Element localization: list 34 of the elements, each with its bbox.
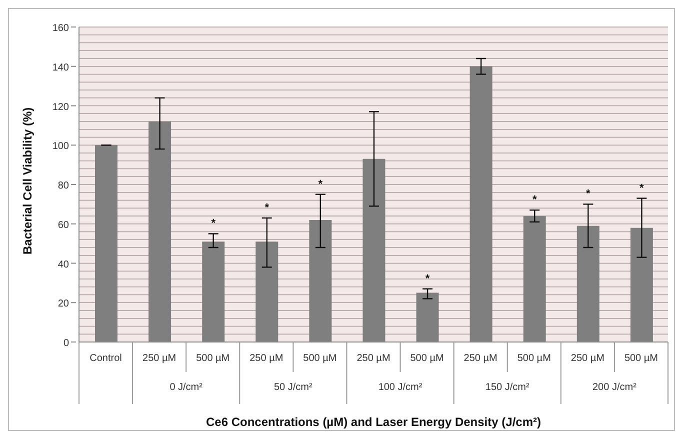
data-label: * [640,182,645,194]
x-tick-label: Control [90,353,122,364]
y-tick-label: 40 [58,259,70,270]
x-tick-label: 500 µM [410,353,444,364]
data-label: * [211,218,216,230]
text: 50 J/cm² [274,382,314,393]
x-tick-label: 250 µM [142,353,176,364]
y-tick-label: 120 [52,102,70,113]
x-tick-label: 250 µM [570,353,604,364]
y-axis-title: Bacterial Cell Viability (%) [20,107,34,254]
x-axis-title: Ce6 Concentrations (µM) and Laser Energy Density (J/cm²) [206,415,541,429]
x-tick-label: 500 µM [517,353,551,364]
x-tick-label: 500 µM [624,353,658,364]
data-label: * [532,194,538,206]
x-tick-label: 500 µM [196,353,230,364]
y-tick-label: 100 [52,141,70,152]
y-tick-label: 60 [58,220,70,231]
x-tick-label: 250 µM [464,353,498,364]
text: 100 J/cm² [378,382,423,393]
x-tick-label: 250 µM [356,353,390,364]
x-tick-label: 500 µM [303,353,337,364]
data-label: * [318,178,324,190]
text: 0 J/cm² [170,382,204,393]
y-tick-label: 20 [58,298,70,310]
data-label: * [264,202,270,214]
data-label: * [586,188,592,200]
y-tick-label: 80 [58,180,70,192]
y-tick-label: 0 [63,338,70,349]
data-label: * [425,272,430,285]
x-tick-label: 250 µM [250,353,284,364]
y-tick-label: 160 [52,23,70,34]
y-tick-label: 140 [52,62,70,74]
text: 200 J/cm² [592,382,638,393]
text: 150 J/cm² [485,382,530,393]
